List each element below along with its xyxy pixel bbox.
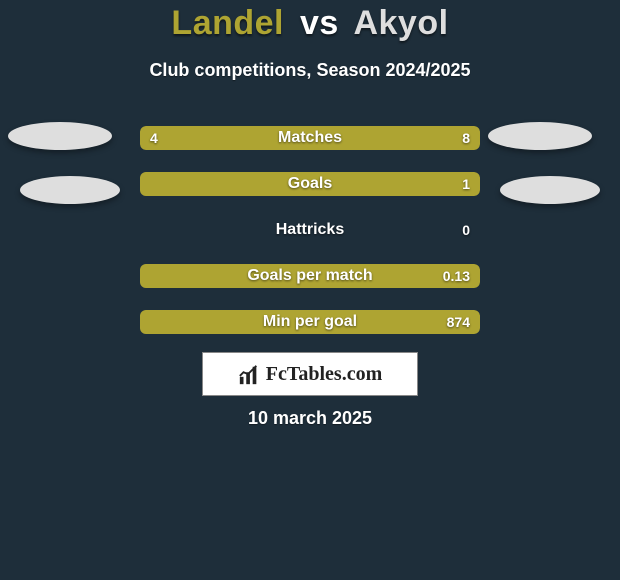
- stat-label: Matches: [140, 126, 480, 150]
- stat-row: Goals per match0.13: [140, 264, 480, 288]
- player1-badge-bottom: [20, 176, 120, 204]
- stat-value-player2: 0: [462, 218, 470, 242]
- title-vs: vs: [300, 4, 339, 42]
- logo-text: FcTables.com: [266, 363, 382, 386]
- stats-container: Matches4 8 Goals1 Hattricks0 Goals per match…: [140, 126, 480, 356]
- stat-label: Min per goal: [140, 310, 480, 334]
- stat-row: Goals1: [140, 172, 480, 196]
- stat-value-player2: 0.13: [443, 264, 470, 288]
- player2-badge-bottom: [500, 176, 600, 204]
- stat-value-player2: 8: [462, 126, 470, 150]
- date-text: 10 march 2025: [0, 408, 620, 429]
- stat-row: Matches4 8: [140, 126, 480, 150]
- stat-value-player2: 1: [462, 172, 470, 196]
- stat-value-player2: 874: [447, 310, 470, 334]
- player2-badge-top: [488, 122, 592, 150]
- comparison-infographic: Landel vs Akyol Club competitions, Seaso…: [0, 0, 620, 580]
- stat-label: Hattricks: [140, 218, 480, 242]
- subtitle: Club competitions, Season 2024/2025: [0, 60, 620, 81]
- stat-label: Goals: [140, 172, 480, 196]
- attribution-logo: FcTables.com: [202, 352, 418, 396]
- stat-value-player1: 4: [150, 126, 158, 150]
- player1-name: Landel: [171, 4, 284, 42]
- page-title: Landel vs Akyol: [0, 4, 620, 43]
- stat-label: Goals per match: [140, 264, 480, 288]
- player2-name: Akyol: [353, 4, 448, 42]
- stat-row: Hattricks0: [140, 218, 480, 242]
- stat-row: Min per goal874: [140, 310, 480, 334]
- bar-chart-icon: [238, 364, 260, 386]
- player1-badge-top: [8, 122, 112, 150]
